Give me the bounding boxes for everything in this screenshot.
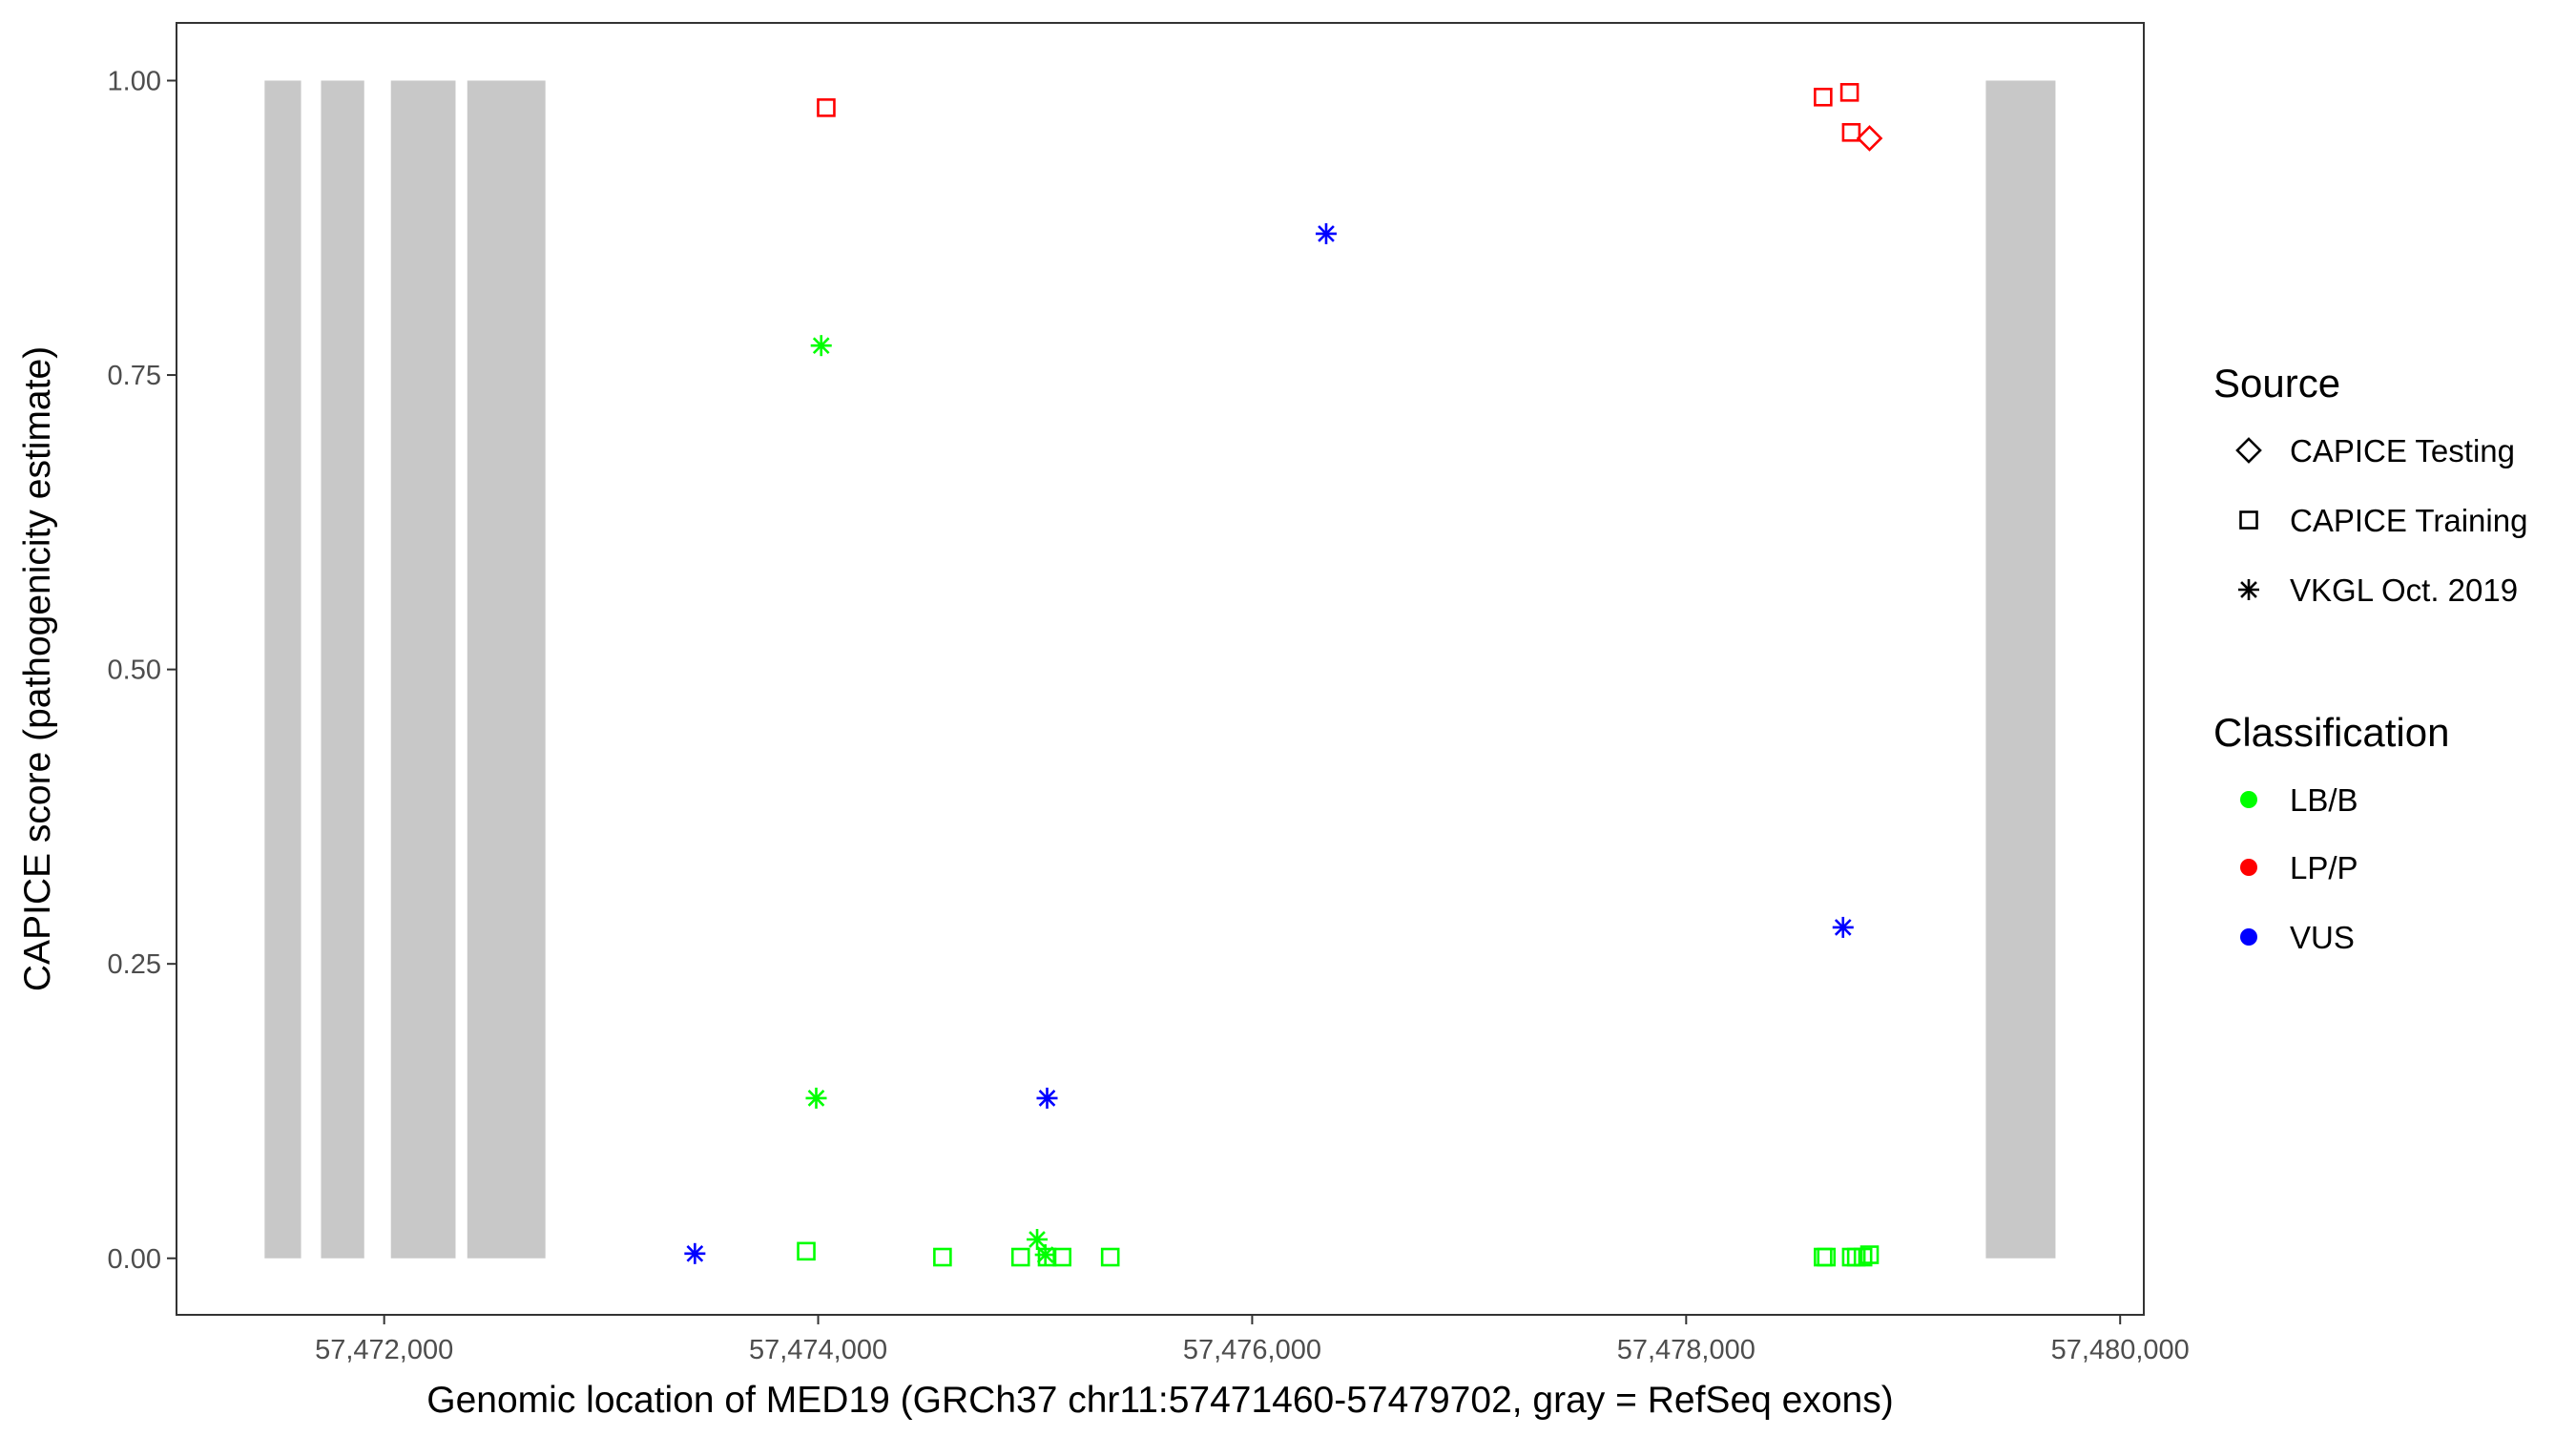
data-point: [810, 335, 832, 357]
data-point: [1856, 125, 1883, 152]
legend-dot-icon: [2240, 928, 2257, 946]
y-tick-label: 0.50: [108, 656, 161, 686]
data-point: [1817, 1247, 1837, 1267]
data-point: [805, 1087, 827, 1109]
y-axis: 0.00 0.25 0.50 0.75 1.00: [108, 66, 177, 1275]
x-tick-label: 57,480,000: [2051, 1335, 2190, 1365]
x-axis-title: Genomic location of MED19 (GRCh37 chr11:…: [426, 1380, 1893, 1421]
data-point: [1839, 83, 1859, 102]
data-point: [1814, 87, 1833, 107]
y-tick-label: 0.75: [108, 361, 161, 391]
x-tick-label: 57,474,000: [749, 1335, 887, 1365]
legend-item-vus: VUS: [2290, 920, 2355, 955]
legend-item-lpp: LP/P: [2290, 850, 2358, 885]
legend-square-icon: [2239, 510, 2258, 530]
exon-bar: [264, 80, 301, 1259]
y-tick-label: 1.00: [108, 66, 161, 96]
data-point: [933, 1247, 952, 1267]
data-point: [1315, 222, 1337, 244]
data-point: [1010, 1247, 1030, 1267]
data-points: [684, 83, 1883, 1267]
x-axis: 57,472,000 57,474,000 57,476,000 57,478,000…: [315, 1315, 2190, 1365]
legend-source-title: Source: [2213, 361, 2340, 406]
data-point: [1052, 1247, 1071, 1267]
legend-item-capice-testing: CAPICE Testing: [2290, 433, 2515, 468]
data-point: [817, 98, 836, 117]
data-point: [1832, 916, 1854, 938]
legend-item-lbb: LB/B: [2290, 782, 2358, 818]
data-point: [1027, 1229, 1049, 1251]
data-point: [1100, 1247, 1120, 1267]
data-point: [1037, 1247, 1057, 1267]
data-point: [684, 1242, 706, 1264]
legend-dot-icon: [2240, 791, 2257, 808]
exon-bar: [1985, 80, 2056, 1259]
data-point: [1841, 122, 1861, 142]
legend: Source Classification CAPICE Testing CAP…: [2213, 361, 2527, 955]
data-point: [1036, 1087, 1058, 1109]
legend-asterisk-icon: [2238, 579, 2259, 600]
legend-class-title: Classification: [2213, 710, 2449, 755]
data-point: [1859, 1245, 1880, 1264]
exon-bar: [321, 80, 364, 1259]
x-tick-label: 57,476,000: [1183, 1335, 1321, 1365]
x-tick-label: 57,472,000: [315, 1335, 453, 1365]
data-point: [1853, 1247, 1873, 1267]
exon-bars: [264, 80, 2056, 1259]
legend-item-vkgl: VKGL Oct. 2019: [2290, 572, 2518, 608]
exon-bar: [390, 80, 456, 1259]
y-tick-label: 0.25: [108, 949, 161, 980]
data-point: [797, 1241, 816, 1261]
legend-item-capice-training: CAPICE Training: [2290, 503, 2527, 538]
legend-dot-icon: [2240, 859, 2257, 876]
exon-bar: [467, 80, 546, 1259]
y-tick-label: 0.00: [108, 1244, 161, 1275]
y-axis-title: CAPICE score (pathogenicity estimate): [17, 346, 58, 991]
legend-diamond-icon: [2235, 437, 2262, 464]
x-tick-label: 57,478,000: [1617, 1335, 1755, 1365]
